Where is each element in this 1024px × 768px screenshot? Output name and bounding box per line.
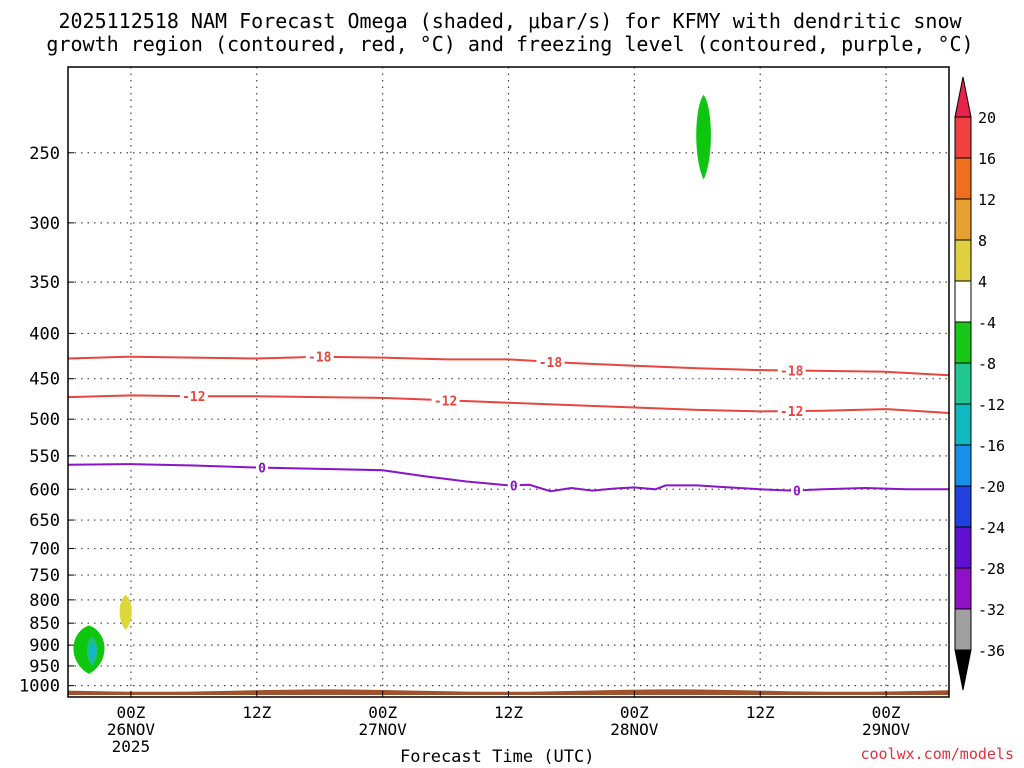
ytick-label-p450: 450 — [29, 370, 60, 390]
contour-label-bg-0-2 — [790, 483, 803, 498]
colorbar-segment-4 — [954, 280, 972, 323]
colorbar-bottom-arrow — [954, 649, 972, 691]
colorbar-segment-12 — [954, 608, 972, 651]
ytick-label-p500: 500 — [29, 410, 60, 430]
ytick-label-p550: 550 — [29, 447, 60, 467]
colorbar-segment-9 — [954, 485, 972, 528]
contour-label--12-0: -12 — [182, 390, 205, 405]
contour-label--12-1: -12 — [434, 394, 457, 409]
xtick-label-2: 00Z — [368, 703, 397, 722]
ytick-label-p1000: 1000 — [19, 677, 60, 697]
chart-title-line1: 2025112518 NAM Forecast Omega (shaded, μ… — [58, 9, 962, 33]
contour-label-bg-0-0 — [256, 460, 269, 475]
ytick-label-p750: 750 — [29, 566, 60, 586]
ytick-label-p300: 300 — [29, 214, 60, 234]
xtick-date-2: 27NOV — [359, 720, 408, 739]
xtick-label-1: 12Z — [242, 703, 271, 722]
credit-text[interactable]: coolwx.com/models — [860, 745, 1014, 763]
contour-label--18-2: -18 — [780, 365, 804, 380]
contour-label-0-1: 0 — [510, 479, 518, 494]
contour-label--12-2: -12 — [780, 405, 803, 420]
contour-label-bg--18-0 — [305, 349, 334, 364]
colorbar-label-9: -20 — [978, 478, 1005, 496]
colorbar-label-8: -16 — [978, 437, 1005, 455]
xtick-label-0: 00Z — [116, 703, 145, 722]
omega-area-yellow — [119, 595, 132, 630]
colorbar-segment-11 — [954, 567, 972, 610]
xtick-label-6: 00Z — [872, 703, 901, 722]
ytick-label-p650: 650 — [29, 511, 60, 531]
colorbar-label-11: -28 — [978, 560, 1005, 578]
contour-label-bg-0-1 — [507, 478, 520, 493]
ytick-label-p350: 350 — [29, 273, 60, 293]
colorbar-label-12: -32 — [978, 601, 1005, 619]
xtick-date-0: 26NOV — [107, 720, 156, 739]
colorbar-label-5: -4 — [978, 314, 996, 332]
xtick-year-0: 2025 — [112, 737, 151, 756]
ytick-label-p600: 600 — [29, 480, 60, 500]
contour-label-bg--12-2 — [777, 404, 806, 419]
chart-title-line2: growth region (contoured, red, °C) and f… — [46, 32, 974, 56]
contour-label-bg--18-2 — [777, 363, 806, 378]
ytick-label-p850: 850 — [29, 614, 60, 634]
xtick-label-3: 12Z — [494, 703, 523, 722]
colorbar-segment-6 — [954, 362, 972, 405]
contour-label-0-0: 0 — [258, 462, 266, 477]
colorbar-label-13: -36 — [978, 642, 1005, 660]
colorbar-segment-0 — [954, 116, 972, 159]
colorbar-label-7: -12 — [978, 396, 1005, 414]
colorbar-label-1: 16 — [978, 150, 996, 168]
plot-frame — [67, 66, 950, 698]
contour-label-bg--12-0 — [179, 389, 208, 404]
contour-label-bg--12-1 — [431, 393, 460, 408]
contour-label--18-0: -18 — [308, 351, 332, 366]
omega-area-green-upper — [696, 94, 711, 180]
ytick-label-p700: 700 — [29, 540, 60, 560]
ytick-label-p250: 250 — [29, 144, 60, 164]
colorbar-label-0: 20 — [978, 109, 996, 127]
colorbar-segment-1 — [954, 157, 972, 200]
colorbar-segment-3 — [954, 239, 972, 282]
colorbar-segment-5 — [954, 321, 972, 364]
xtick-date-6: 29NOV — [862, 720, 911, 739]
colorbar-label-2: 12 — [978, 191, 996, 209]
omega-area-cyan-core — [88, 642, 96, 660]
colorbar-segment-2 — [954, 198, 972, 241]
colorbar-label-6: -8 — [978, 355, 996, 373]
ytick-label-p950: 950 — [29, 657, 60, 677]
ytick-label-p800: 800 — [29, 591, 60, 611]
ytick-label-p900: 900 — [29, 636, 60, 656]
contour-label-0-2: 0 — [793, 484, 801, 499]
colorbar-segment-7 — [954, 403, 972, 446]
contour-label--18-1: -18 — [539, 356, 563, 371]
colorbar-segment-10 — [954, 526, 972, 569]
colorbar-label-4: 4 — [978, 273, 987, 291]
colorbar-label-3: 8 — [978, 232, 987, 250]
x-axis-label: Forecast Time (UTC) — [400, 747, 595, 767]
xtick-label-5: 12Z — [746, 703, 775, 722]
xtick-label-4: 00Z — [620, 703, 649, 722]
ytick-label-p400: 400 — [29, 324, 60, 344]
colorbar-segment-8 — [954, 444, 972, 487]
colorbar-label-10: -24 — [978, 519, 1005, 537]
xtick-date-4: 28NOV — [610, 720, 659, 739]
colorbar-top-arrow — [954, 76, 972, 118]
contour-label-bg--18-1 — [536, 354, 565, 369]
